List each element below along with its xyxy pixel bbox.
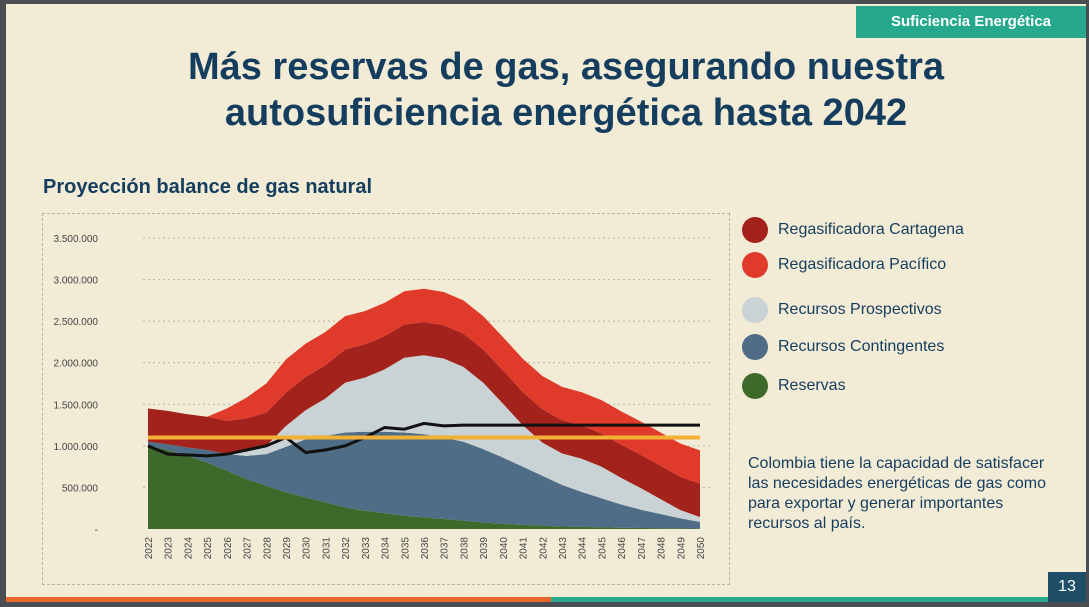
x-tick-label: 2030 bbox=[302, 537, 313, 560]
green-circle-icon bbox=[742, 373, 768, 399]
x-tick-label: 2048 bbox=[657, 537, 668, 560]
red-circle-icon bbox=[742, 252, 768, 278]
area-recursos-prospectivos bbox=[148, 355, 700, 522]
y-tick-label: - bbox=[95, 525, 98, 536]
x-tick-label: 2050 bbox=[696, 537, 707, 560]
y-tick-label: 2.000.000 bbox=[54, 359, 99, 370]
area-chart: - 500.000 1.000.000 1.500.000 2.000.000 2.500… bbox=[54, 234, 710, 560]
y-tick-label: 500.000 bbox=[62, 483, 99, 494]
y-tick-label: 1.000.000 bbox=[54, 442, 99, 453]
legend-item: Reservas bbox=[742, 371, 846, 401]
page-number: 13 bbox=[1048, 572, 1086, 602]
y-tick-label: 2.500.000 bbox=[54, 317, 99, 328]
x-tick-label: 2035 bbox=[400, 537, 411, 560]
title-line-2: autosuficiencia energética hasta 2042 bbox=[224, 92, 908, 134]
dark-red-circle-icon bbox=[742, 217, 768, 243]
x-tick-label: 2037 bbox=[440, 537, 451, 560]
chart-frame: - 500.000 1.000.000 1.500.000 2.000.000 2.500… bbox=[42, 213, 730, 585]
x-tick-label: 2024 bbox=[183, 537, 194, 560]
x-tick-label: 2049 bbox=[676, 537, 687, 560]
slide-title: Más reservas de gas, asegurando nuestra … bbox=[96, 44, 1036, 136]
area-recursos-contingentes bbox=[148, 431, 700, 529]
x-tick-label: 2034 bbox=[381, 537, 392, 560]
legend-item: Regasificadora Pacífico bbox=[742, 250, 946, 280]
x-tick-label: 2044 bbox=[578, 537, 589, 560]
chart-title: Proyección balance de gas natural bbox=[43, 176, 373, 198]
title-line-1: Más reservas de gas, asegurando nuestra bbox=[187, 46, 945, 88]
light-grey-circle-icon bbox=[742, 297, 768, 323]
x-tick-label: 2031 bbox=[321, 537, 332, 560]
x-tick-label: 2027 bbox=[243, 537, 254, 560]
y-tick-label: 1.500.000 bbox=[54, 400, 99, 411]
slide: Suficiencia Energética Más reservas de g… bbox=[6, 4, 1086, 602]
x-tick-label: 2022 bbox=[144, 537, 155, 560]
legend-item: Recursos Prospectivos bbox=[742, 295, 942, 325]
x-tick-label: 2040 bbox=[499, 537, 510, 560]
legend-label: Reservas bbox=[778, 377, 846, 394]
bottom-accent-bar-orange bbox=[6, 597, 551, 602]
x-tick-label: 2045 bbox=[597, 537, 608, 560]
legend-label: Regasificadora Cartagena bbox=[778, 221, 964, 238]
x-tick-label: 2039 bbox=[479, 537, 490, 560]
x-tick-label: 2041 bbox=[519, 537, 530, 560]
blue-pattern-circle-icon bbox=[742, 334, 768, 360]
x-tick-label: 2038 bbox=[459, 537, 470, 560]
x-tick-label: 2025 bbox=[203, 537, 214, 560]
x-tick-label: 2047 bbox=[637, 537, 648, 560]
demand-line bbox=[147, 421, 700, 458]
x-tick-label: 2033 bbox=[361, 537, 372, 560]
x-tick-label: 2032 bbox=[341, 537, 352, 560]
x-tick-label: 2029 bbox=[282, 537, 293, 560]
area-reservas bbox=[148, 445, 700, 529]
legend-item: Recursos Contingentes bbox=[742, 332, 944, 362]
note-text: Colombia tiene la capacidad de satisface… bbox=[748, 455, 1046, 532]
bottom-accent-bar-green bbox=[551, 597, 1048, 602]
legend-label: Regasificadora Pacífico bbox=[778, 256, 947, 273]
x-tick-label: 2046 bbox=[617, 537, 628, 560]
x-tick-label: 2043 bbox=[558, 537, 569, 560]
area-regasificadora-cartagena bbox=[148, 321, 700, 517]
x-tick-label: 2036 bbox=[420, 537, 431, 560]
x-tick-label: 2023 bbox=[164, 537, 175, 560]
legend-item: Regasificadora Cartagena bbox=[742, 215, 964, 245]
y-tick-label: 3.500.000 bbox=[54, 234, 99, 245]
legend-label: Recursos Prospectivos bbox=[778, 301, 942, 318]
x-tick-label: 2042 bbox=[538, 537, 549, 560]
y-tick-label: 3.000.000 bbox=[54, 276, 99, 287]
x-tick-label: 2028 bbox=[262, 537, 273, 560]
legend-label: Recursos Contingentes bbox=[778, 338, 945, 355]
section-badge: Suficiencia Energética bbox=[856, 6, 1086, 38]
x-tick-label: 2026 bbox=[223, 537, 234, 560]
